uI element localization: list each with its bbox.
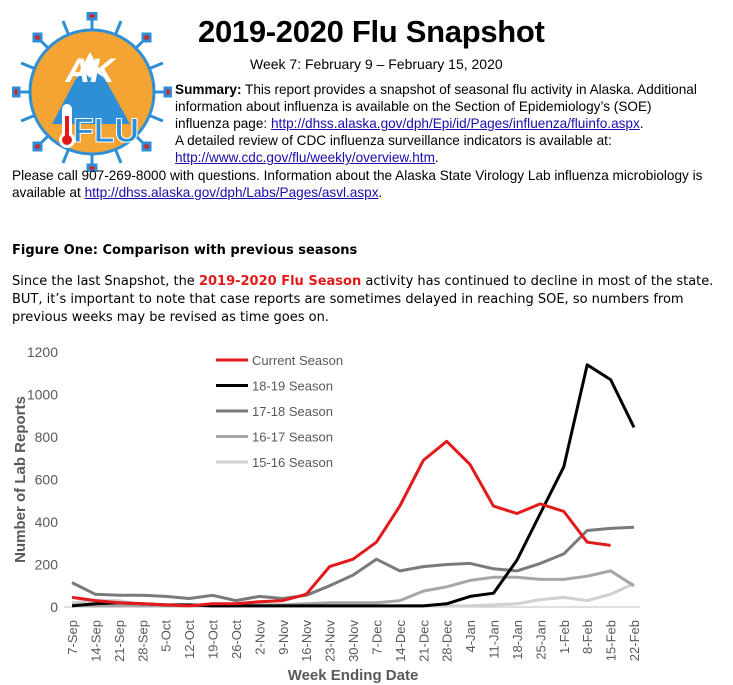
y-tick-label: 0 [50, 599, 58, 615]
x-tick-label: 16-Nov [299, 620, 314, 662]
summary-label: Summary: [175, 82, 242, 97]
y-tick-label: 600 [35, 472, 59, 488]
legend-label: 17-18 Season [252, 404, 333, 419]
summary-line3-prefix: influenza page: [175, 116, 271, 131]
summary-line3-suffix: . [639, 116, 644, 131]
logo-word: FLU [73, 112, 139, 150]
x-tick-label: 5-Oct [159, 620, 174, 652]
x-tick-label: 22-Feb [627, 620, 642, 661]
para-highlight: 2019-2020 Flu Season [198, 274, 362, 289]
legend-label: 15-16 Season [252, 455, 333, 470]
legend-label: Current Season [252, 353, 343, 368]
x-tick-label: 25-Jan [533, 620, 548, 660]
figure-paragraph: Since the last Snapshot, the 2019-2020 F… [12, 273, 727, 327]
page-subtitle: Week 7: February 9 – February 15, 2020 [250, 56, 503, 72]
x-tick-label: 8-Feb [580, 620, 595, 654]
x-tick-label: 2-Nov [252, 620, 267, 655]
summary-contact: Please call 907-269-8000 with questions.… [12, 167, 732, 201]
y-tick-label: 200 [35, 557, 59, 573]
figure-heading: Figure One: Comparison with previous sea… [12, 243, 358, 258]
x-tick-label: 18-Jan [510, 620, 525, 660]
thermometer-icon [59, 104, 75, 148]
x-tick-label: 28-Sep [135, 620, 150, 662]
ak-flu-logo: AK FLU [12, 12, 172, 172]
x-tick-label: 7-Sep [65, 620, 80, 655]
asvl-link[interactable]: http://dhss.alaska.gov/dph/Labs/Pages/as… [84, 185, 379, 200]
mountain-icon [52, 52, 130, 124]
series-line [71, 439, 611, 608]
x-tick-label: 26-Oct [229, 620, 244, 659]
x-tick-label: 14-Dec [393, 620, 408, 662]
x-tick-label: 19-Oct [206, 620, 221, 659]
summary-line2: information about influenza is available… [175, 99, 652, 114]
logo-letters: AK [64, 52, 117, 90]
y-axis-title: Number of Lab Reports [12, 396, 29, 563]
y-tick-label: 1000 [27, 387, 58, 403]
x-tick-label: 7-Dec [369, 620, 384, 655]
summary-block: Summary: This report provides a snapshot… [175, 81, 730, 166]
cdc-overview-link[interactable]: http://www.cdc.gov/flu/weekly/overview.h… [175, 150, 435, 165]
fluinfo-link[interactable]: http://dhss.alaska.gov/dph/Epi/id/Pages/… [271, 116, 640, 131]
x-tick-label: 12-Oct [182, 620, 197, 659]
para-prefix: Since the last Snapshot, the [12, 274, 199, 289]
legend-label: 18-19 Season [252, 379, 333, 394]
summary-line7-suffix: . [378, 185, 383, 200]
x-tick-label: 11-Jan [487, 620, 502, 659]
y-tick-label: 1200 [27, 344, 58, 360]
flu-line-chart: 0 200 400 600 800 1000 1200 7-Sep 14-Sep 21-Sep 28… [12, 344, 642, 684]
x-tick-label: 9-Nov [276, 620, 291, 655]
x-tick-label: 28-Dec [440, 620, 455, 662]
summary-line1: This report provides a snapshot of seaso… [241, 82, 697, 97]
series-line [71, 363, 636, 608]
x-tick-label: 21-Sep [112, 620, 127, 662]
x-tick-label: 1-Feb [557, 620, 572, 654]
legend-label: 16-17 Season [252, 430, 333, 445]
x-axis-title: Week Ending Date [288, 667, 419, 684]
summary-line5-suffix: . [434, 150, 439, 165]
x-tick-label: 23-Nov [323, 620, 338, 662]
x-tick-label: 4-Jan [463, 620, 478, 653]
x-tick-label: 15-Feb [604, 620, 619, 661]
x-tick-label: 14-Sep [88, 620, 103, 662]
y-tick-label: 800 [35, 429, 59, 445]
summary-line4: A detailed review of CDC influenza surve… [175, 133, 612, 148]
series-line [71, 525, 635, 603]
x-tick-label: 21-Dec [416, 620, 431, 662]
summary-line6: Please call 907-269-8000 with questions.… [12, 168, 703, 183]
y-tick-label: 400 [35, 514, 59, 530]
para-rest: activity has continued to decline in mos… [12, 274, 714, 325]
summary-line7-prefix: available at [12, 185, 85, 200]
page-title: 2019-2020 Flu Snapshot [198, 14, 545, 49]
x-tick-label: 30-Nov [346, 620, 361, 662]
